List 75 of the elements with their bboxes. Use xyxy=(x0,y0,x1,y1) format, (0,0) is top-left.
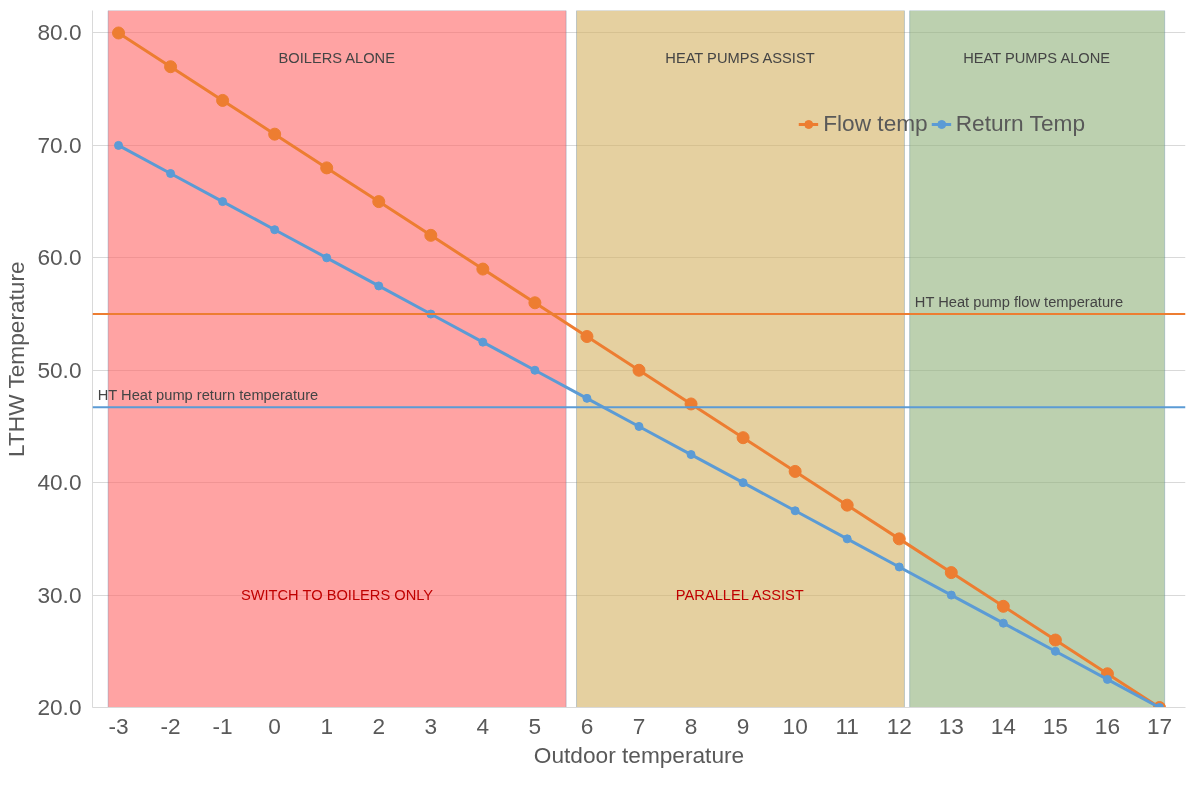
x-tick-label: -2 xyxy=(160,712,181,739)
point xyxy=(478,337,488,347)
point xyxy=(112,26,126,40)
point xyxy=(840,498,854,512)
point xyxy=(268,127,282,141)
point xyxy=(374,281,384,291)
point xyxy=(1102,674,1112,684)
point xyxy=(424,228,438,242)
point xyxy=(270,225,280,235)
y-tick-label: 30.0 xyxy=(37,581,82,608)
x-tick-label: 1 xyxy=(320,712,334,739)
point xyxy=(944,566,958,580)
point xyxy=(1048,633,1062,647)
x-tick-label: 8 xyxy=(684,712,698,739)
band-label: HEAT PUMPS ASSIST xyxy=(665,50,815,67)
point xyxy=(738,478,748,488)
legend-label: Return Temp xyxy=(955,110,1085,137)
point xyxy=(946,590,956,600)
y-axis-title: LTHW Temperature xyxy=(3,261,30,457)
x-tick-label: -3 xyxy=(108,712,129,739)
point xyxy=(634,421,644,431)
annotation: PARALLEL ASSIST xyxy=(675,586,804,603)
point xyxy=(686,450,696,460)
y-tick-label: 20.0 xyxy=(37,694,82,720)
x-tick-label: 12 xyxy=(886,712,912,739)
point xyxy=(216,93,230,107)
x-tick-label: 17 xyxy=(1146,712,1173,739)
point xyxy=(1050,646,1060,656)
x-tick-label: 4 xyxy=(476,712,490,739)
ref-line-label: HT Heat pump return temperature xyxy=(97,387,319,404)
x-axis-title: Outdoor temperature xyxy=(533,741,745,768)
point xyxy=(632,363,646,377)
y-tick-label: 80.0 xyxy=(37,19,82,46)
point xyxy=(580,330,594,343)
x-tick-label: 14 xyxy=(990,712,1016,739)
point xyxy=(528,296,542,310)
point xyxy=(790,506,800,516)
point xyxy=(166,169,176,178)
point xyxy=(530,365,540,375)
point xyxy=(476,262,490,276)
x-tick-label: 2 xyxy=(372,712,386,739)
point xyxy=(996,599,1010,613)
x-tick-label: 16 xyxy=(1094,712,1121,739)
y-tick-label: 60.0 xyxy=(37,244,82,271)
x-tick-label: 0 xyxy=(268,712,281,739)
x-tick-label: 10 xyxy=(782,712,808,739)
point xyxy=(842,534,852,544)
x-tick-label: 13 xyxy=(938,712,964,739)
point xyxy=(892,532,906,546)
point xyxy=(372,195,386,209)
x-tick-label: 7 xyxy=(632,712,646,739)
point xyxy=(114,140,124,150)
band-label: HEAT PUMPS ALONE xyxy=(963,50,1111,67)
point xyxy=(998,618,1008,628)
point xyxy=(788,464,802,478)
point xyxy=(164,60,178,74)
x-tick-label: 9 xyxy=(736,712,750,739)
ref-line-label: HT Heat pump flow temperature xyxy=(914,294,1124,311)
band-label: BOILERS ALONE xyxy=(278,50,396,67)
x-tick-label: 3 xyxy=(424,712,438,739)
y-tick-label: 70.0 xyxy=(37,131,82,158)
point xyxy=(582,393,592,403)
point xyxy=(320,161,334,175)
y-tick-label: 50.0 xyxy=(37,356,82,383)
x-tick-label: -1 xyxy=(212,712,233,739)
y-tick-label: 40.0 xyxy=(37,469,82,496)
point xyxy=(218,197,228,207)
x-tick-label: 15 xyxy=(1042,712,1068,739)
annotation: SWITCH TO BOILERS ONLY xyxy=(240,586,434,603)
point xyxy=(894,562,904,572)
point xyxy=(322,253,332,263)
x-tick-label: 5 xyxy=(528,712,542,739)
point xyxy=(736,431,750,445)
x-tick-label: 6 xyxy=(580,712,594,739)
x-tick-label: 11 xyxy=(835,712,859,739)
